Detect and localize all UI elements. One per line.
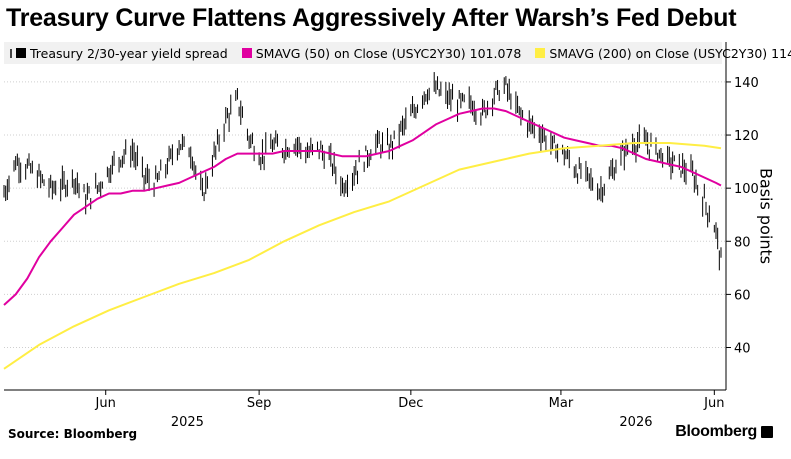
y-axis-label: Basis points [756,167,776,265]
y-tick-label: 140 [734,76,759,91]
legend-value-sma50: on Close (USYC2Y30) 101.078 [334,45,522,61]
x-tick-label: Sep [247,396,272,411]
source-note: Source: Bloomberg [8,427,138,441]
legend-value-sma200: on Close (USYC2Y30) 114.999 [635,45,791,61]
brand-name: Bloomberg [675,423,757,440]
legend-label-spread: Treasury 2/30-year yield spread [30,45,228,61]
brand-logo: Bloomberg [675,423,773,441]
y-tick-label: 40 [734,342,751,357]
legend: Treasury 2/30-year yield spread SMAVG (5… [4,42,791,64]
y-tick-label: 80 [734,235,751,250]
chart-settings-icon[interactable] [10,48,12,58]
x-tick-label: Dec [398,396,423,411]
y-tick-label: 120 [734,129,759,144]
y-tick-label: 60 [734,288,751,303]
legend-item-spread[interactable]: Treasury 2/30-year yield spread [16,46,228,61]
sma200-line [3,142,722,370]
legend-label-sma50: SMAVG (50) [255,45,331,61]
y-tick-label: 100 [734,182,759,197]
chart-title: Treasury Curve Flattens Aggressively Aft… [6,4,737,32]
year-label: 2026 [619,415,652,430]
x-tick-label: Jun [703,396,724,411]
bloomberg-icon [761,426,773,438]
legend-swatch-sma50 [241,48,252,58]
legend-swatch-sma200 [535,48,546,58]
year-label: 2025 [171,415,204,430]
legend-item-sma200[interactable]: SMAVG (200) on Close (USYC2Y30) 114.999 [535,46,791,61]
legend-label-sma200: SMAVG (200) [549,45,632,61]
sma50-line [3,107,722,306]
legend-item-sma50[interactable]: SMAVG (50) on Close (USYC2Y30) 101.078 [241,45,522,61]
x-tick-label: Jun [95,396,116,411]
x-tick-label: Mar [549,396,574,411]
legend-swatch-spread [16,48,26,58]
